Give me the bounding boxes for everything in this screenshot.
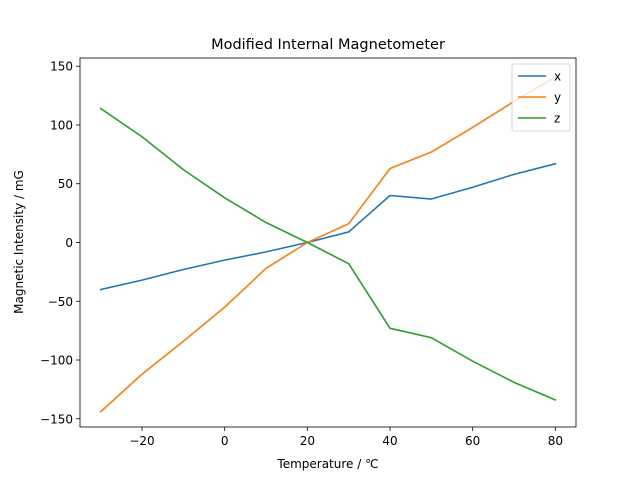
y-tick-label: 150 xyxy=(50,60,73,74)
y-tick-label: 100 xyxy=(50,118,73,132)
x-axis-label: Temperature / ℃ xyxy=(276,457,378,471)
y-tick-label: −50 xyxy=(48,295,73,309)
chart-title: Modified Internal Magnetometer xyxy=(211,37,445,53)
axes-frame xyxy=(79,57,577,428)
y-tick-label: 0 xyxy=(65,236,73,250)
legend-label-x: x xyxy=(554,70,561,84)
plot-area: −20 0 20 40 60 80 −150 −100 −50 0 50 100 150 xyz xyxy=(40,57,577,448)
series-line-y xyxy=(99,75,557,413)
legend-label-y: y xyxy=(554,91,561,105)
x-tick-label: 40 xyxy=(382,434,397,448)
x-tick-label: 80 xyxy=(548,434,563,448)
y-tick-label: −100 xyxy=(40,354,73,368)
series-line-z xyxy=(99,107,557,402)
legend-label-z: z xyxy=(554,112,560,126)
series-line-x xyxy=(99,162,557,291)
y-tick-label: −150 xyxy=(40,412,73,426)
x-tick-label: 20 xyxy=(300,434,315,448)
x-tick-label: −20 xyxy=(129,434,154,448)
x-tick-label: 0 xyxy=(221,434,229,448)
y-axis-label: Magnetic Intensity / mG xyxy=(12,170,26,314)
y-tick-label: 50 xyxy=(58,177,73,191)
x-tick-label: 60 xyxy=(465,434,480,448)
